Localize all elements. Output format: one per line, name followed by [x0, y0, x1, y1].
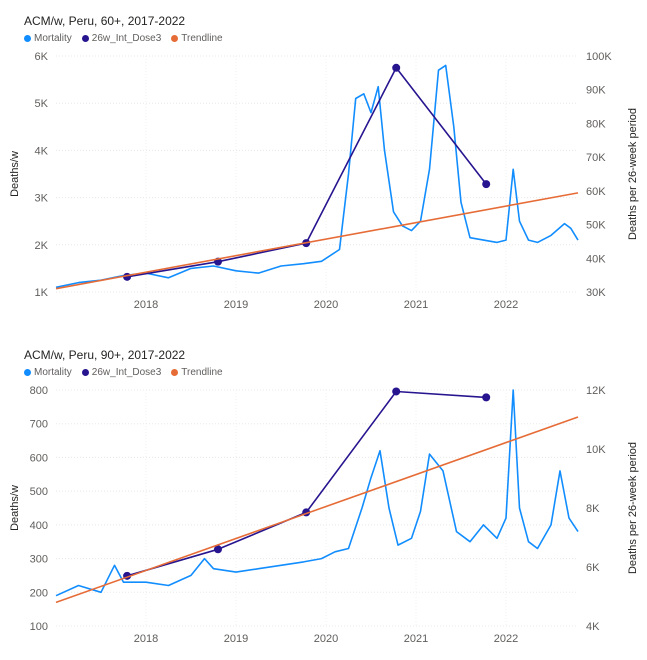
legend-label: Mortality [34, 33, 72, 44]
x-tick-label: 2018 [134, 299, 158, 311]
y2-tick-label: 12K [586, 385, 606, 397]
y-tick-label: 500 [30, 486, 48, 498]
y-tick-label: 400 [30, 520, 48, 532]
y-axis-label: Deaths/w [9, 485, 21, 531]
series-line-mortality [55, 64, 579, 289]
legend-label: 26w_Int_Dose3 [91, 33, 162, 44]
x-tick-label: 2022 [494, 633, 518, 645]
y2-tick-label: 30K [586, 287, 606, 299]
y2-tick-label: 90K [586, 85, 606, 97]
y2-tick-label: 4K [586, 621, 600, 633]
legend-item-dose3[interactable]: 26w_Int_Dose3 [81, 33, 162, 44]
y-tick-label: 200 [30, 587, 48, 599]
legend-label: Trendline [181, 33, 223, 44]
legend-item-mortality[interactable]: Mortality [24, 367, 72, 378]
legend-item-trendline[interactable]: Trendline [171, 33, 223, 44]
y2-tick-label: 70K [586, 152, 606, 164]
legend-label: Mortality [34, 367, 72, 378]
y-tick-label: 700 [30, 419, 48, 431]
y2-tick-label: 6K [586, 562, 600, 574]
y2-tick-label: 10K [586, 444, 606, 456]
x-tick-label: 2021 [404, 299, 428, 311]
y-tick-label: 600 [30, 452, 48, 464]
y-tick-label: 6K [35, 51, 49, 63]
y-tick-label: 2K [35, 240, 49, 252]
y-tick-label: 100 [30, 621, 48, 633]
chart-panel-60plus: ACM/w, Peru, 60+, 2017-2022 Mortality 26… [9, 14, 639, 311]
x-tick-label: 2020 [314, 633, 338, 645]
legend-label: 26w_Int_Dose3 [91, 367, 162, 378]
legend-item-mortality[interactable]: Mortality [24, 33, 72, 44]
legend-item-trendline[interactable]: Trendline [171, 367, 223, 378]
series-line-trendline [55, 416, 579, 604]
chart-title: ACM/w, Peru, 60+, 2017-2022 [24, 14, 186, 28]
series-line-trendline [55, 192, 579, 290]
series-line-mortality [55, 389, 579, 597]
x-tick-label: 2019 [224, 299, 248, 311]
legend: Mortality 26w_Int_Dose3 Trendline [24, 33, 223, 44]
y-axis-label: Deaths/w [9, 151, 21, 197]
x-tick-label: 2018 [134, 633, 158, 645]
y-tick-label: 300 [30, 554, 48, 566]
data-point-dose3 [392, 63, 401, 72]
y-tick-label: 5K [35, 98, 49, 110]
series-line-dose3 [126, 390, 487, 577]
legend: Mortality 26w_Int_Dose3 Trendline [24, 367, 223, 378]
x-tick-label: 2021 [404, 633, 428, 645]
data-point-dose3 [482, 180, 491, 189]
legend-marker [24, 35, 31, 42]
y2-axis-label: Deaths per 26-week period [627, 108, 639, 240]
y2-tick-label: 100K [586, 51, 612, 63]
data-point-dose3 [482, 393, 491, 402]
y2-tick-label: 40K [586, 253, 606, 265]
chart-panel-90plus: ACM/w, Peru, 90+, 2017-2022 Mortality 26… [0, 334, 647, 660]
data-point-dose3 [214, 545, 222, 554]
legend-marker [81, 35, 89, 42]
data-point-dose3 [392, 387, 401, 396]
y-tick-label: 3K [35, 193, 49, 205]
legend-marker [81, 369, 89, 376]
legend-marker [171, 35, 179, 42]
x-tick-label: 2022 [494, 299, 518, 311]
y2-axis-label: Deaths per 26-week period [627, 442, 639, 574]
y2-tick-label: 60K [586, 186, 606, 198]
x-tick-label: 2019 [224, 633, 248, 645]
x-tick-label: 2020 [314, 299, 338, 311]
legend-marker [171, 369, 179, 376]
y2-tick-label: 8K [586, 503, 600, 515]
legend-item-dose3[interactable]: 26w_Int_Dose3 [81, 367, 162, 378]
legend-label: Trendline [181, 367, 223, 378]
y-tick-label: 800 [30, 385, 48, 397]
y2-tick-label: 80K [586, 118, 606, 130]
y-tick-label: 4K [35, 145, 49, 157]
chart-plot-90plus: 100 200 300 400 500 600 700 800 4K 6K 8K 10K 12K 2018… [9, 385, 639, 645]
legend-marker [24, 369, 31, 376]
y-tick-label: 1K [35, 287, 49, 299]
chart-plot-60plus: 1K 2K 3K 4K 5K 6K 30K 40K 50K 60K 70K 80K 90K 100K 201… [9, 51, 639, 311]
chart-title: ACM/w, Peru, 90+, 2017-2022 [24, 348, 186, 362]
y2-tick-label: 50K [586, 220, 606, 232]
